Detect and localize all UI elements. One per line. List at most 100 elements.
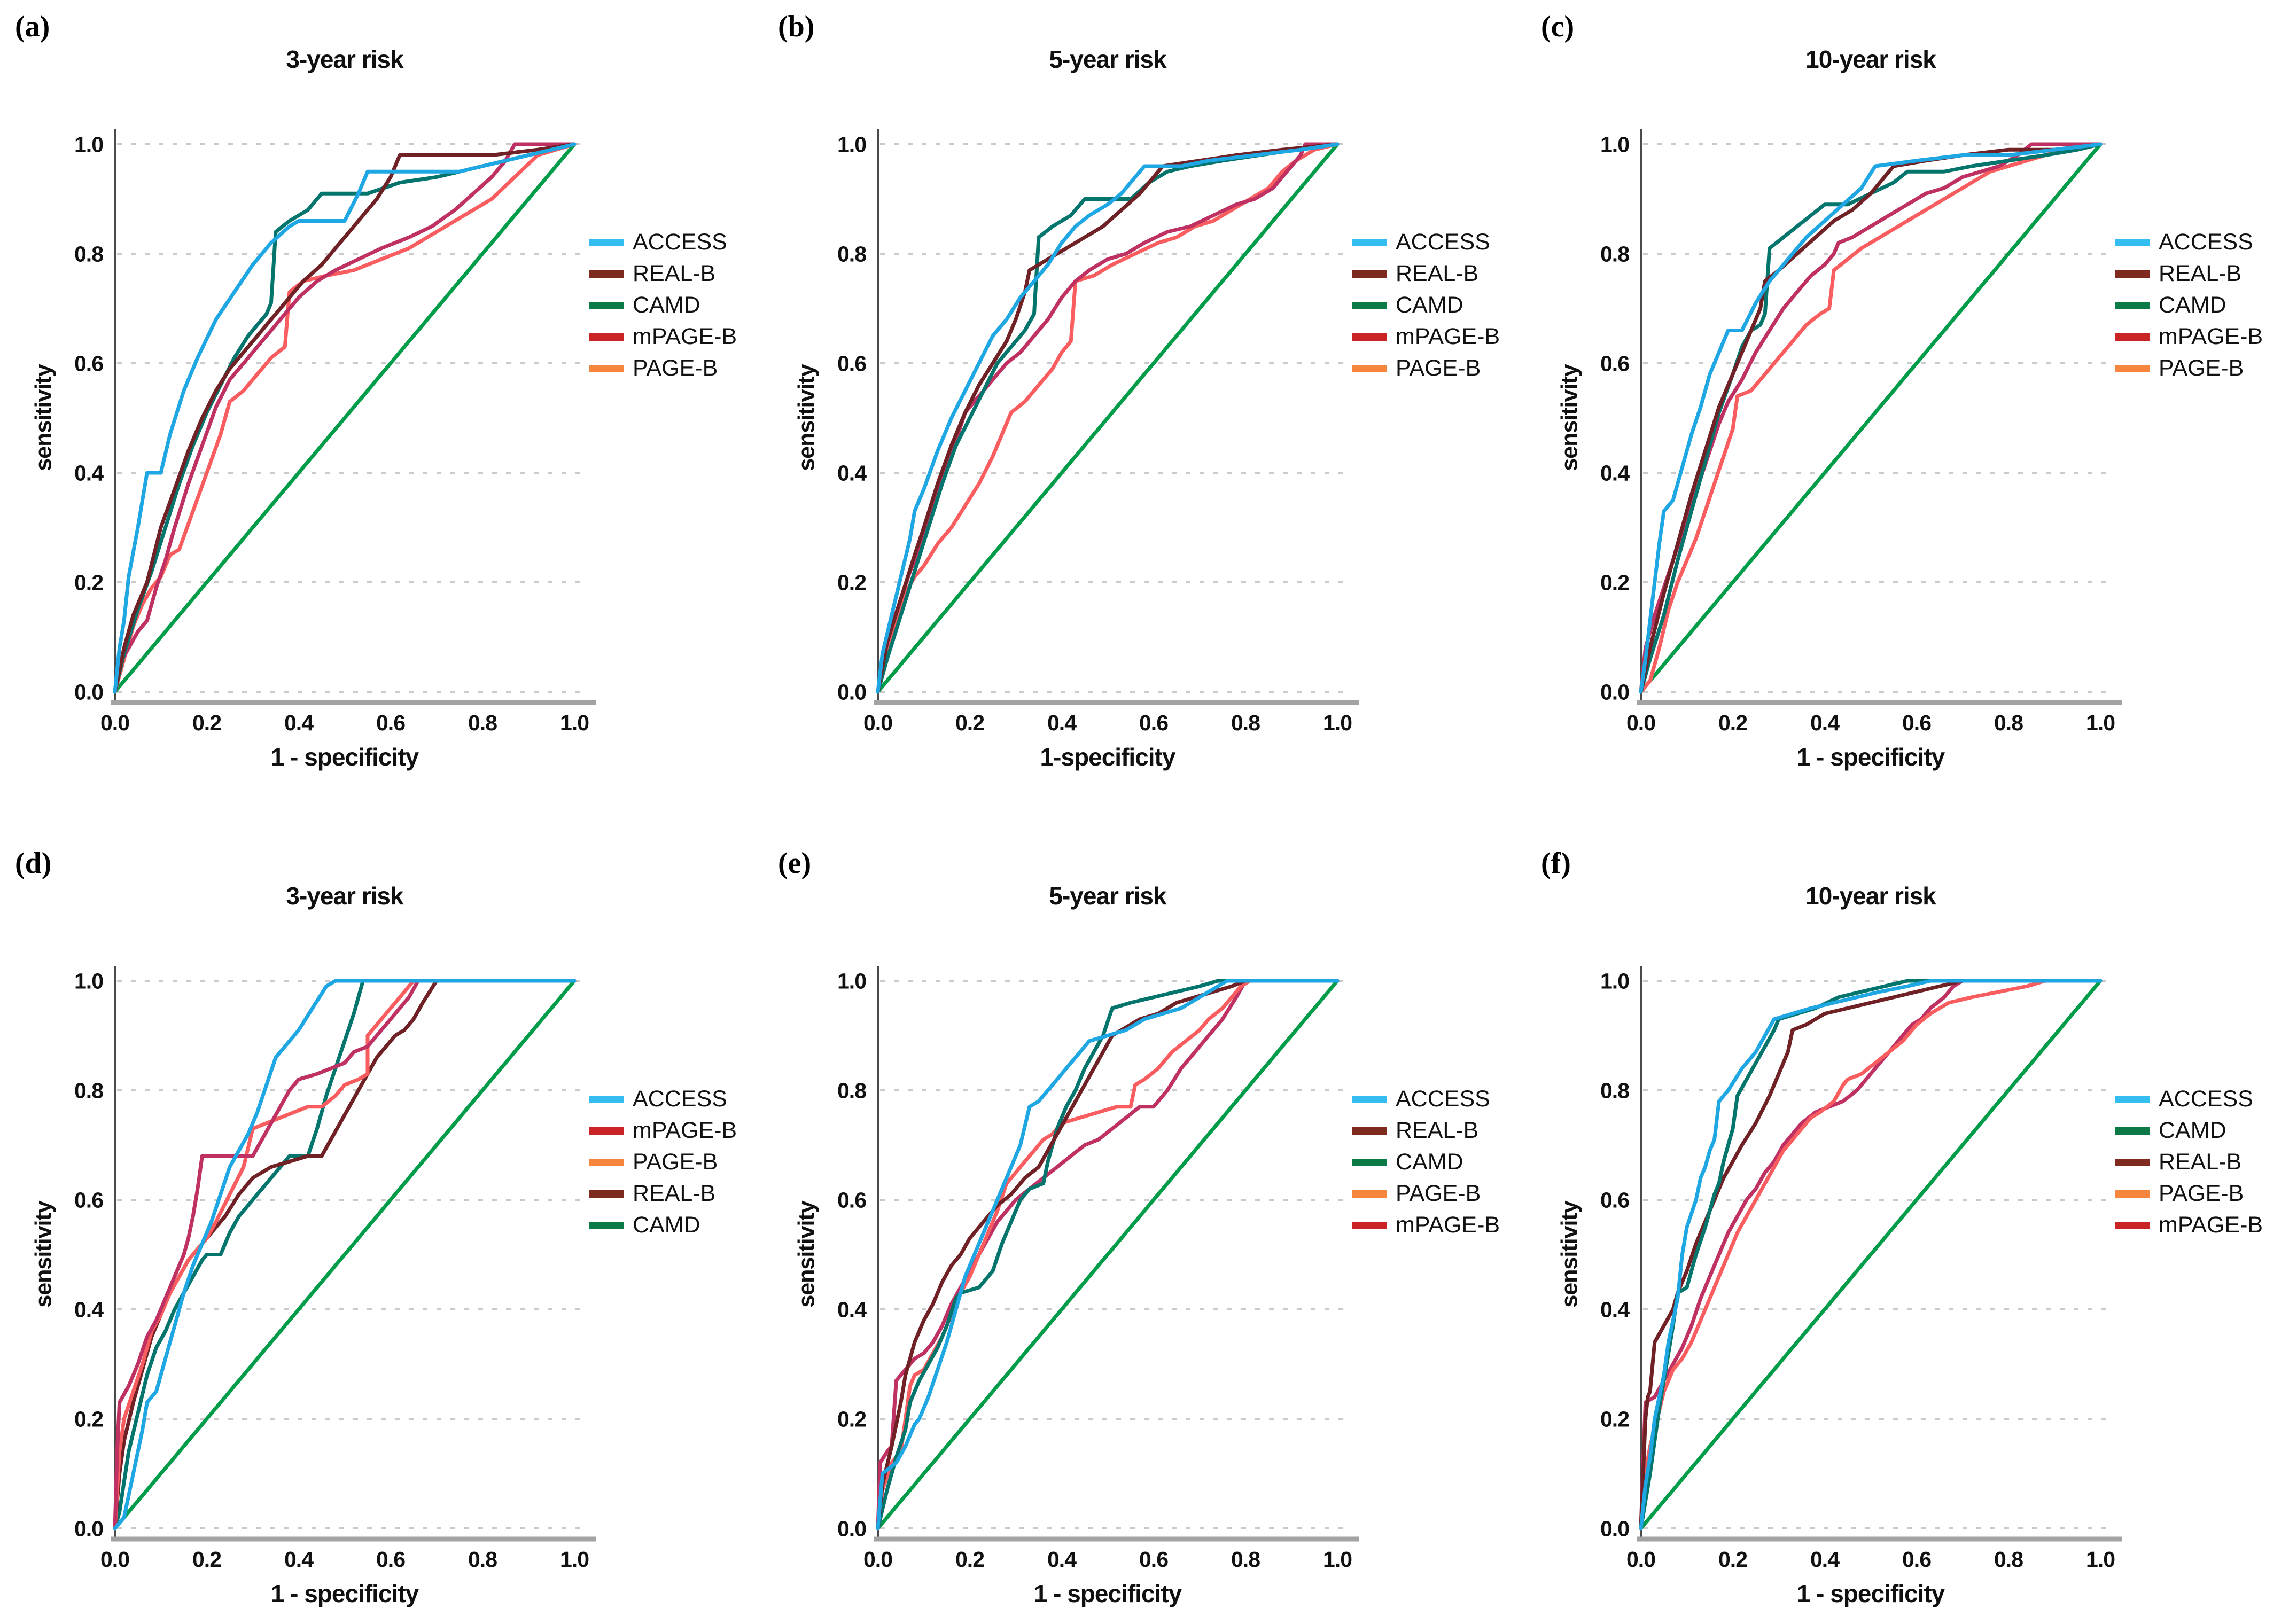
legend-item: REAL-B [589, 1178, 737, 1209]
y-axis-label: sensitivity [1556, 364, 1583, 471]
x-tick-label: 0.4 [1047, 1547, 1077, 1572]
legend-swatch-CAMD [2115, 301, 2150, 309]
legend-swatch-mPAGE-B [2115, 1221, 2150, 1229]
legend-label: REAL-B [633, 1181, 716, 1206]
y-tick-label: 0.0 [837, 1516, 866, 1541]
y-tick-label: 0.0 [1600, 680, 1629, 704]
roc-curve-PAGE-B [1639, 979, 2103, 1531]
legend-swatch-ACCESS [589, 238, 624, 246]
x-tick-label: 0.2 [955, 1547, 984, 1572]
legend-item: REAL-B [1352, 258, 1500, 290]
legend-item: mPAGE-B [2115, 321, 2263, 353]
y-tick-label: 0.4 [1600, 460, 1630, 485]
legend-swatch-REAL-B [1352, 270, 1387, 278]
roc-plot-svg: 0.0 0.2 0.4 0.6 0.8 1.0 0.0 0.2 0.4 0.6 0.8 1.0 [74, 129, 596, 735]
legend-item: ACCESS [2115, 1083, 2263, 1115]
y-tick-label: 0.4 [1600, 1297, 1630, 1322]
legend-item: ACCESS [1352, 1083, 1500, 1115]
legend-label: mPAGE-B [1396, 324, 1500, 349]
legend-swatch-mPAGE-B [1352, 333, 1387, 341]
legend-swatch-CAMD [1352, 301, 1387, 309]
y-tick-label: 0.2 [74, 570, 103, 595]
legend-item: PAGE-B [589, 1146, 737, 1178]
legend-label: REAL-B [2159, 1149, 2242, 1175]
reference-diagonal [113, 143, 576, 693]
reference-diagonal [876, 143, 1339, 693]
legend-label: mPAGE-B [633, 1118, 737, 1143]
roc-curve-CAMD [876, 979, 1340, 1531]
x-tick-label: 0.2 [192, 710, 221, 735]
legend-item: mPAGE-B [589, 1115, 737, 1146]
legend-label: ACCESS [2159, 1086, 2253, 1112]
legend-label: CAMD [633, 1212, 700, 1238]
y-tick-label: 1.0 [74, 132, 103, 157]
legend-swatch-mPAGE-B [2115, 333, 2150, 341]
roc-curve-ACCESS [113, 142, 577, 694]
y-tick-label: 0.4 [837, 460, 867, 485]
x-tick-label: 0.2 [1718, 1547, 1747, 1572]
legend-swatch-ACCESS [589, 1095, 624, 1103]
chart-title: 3-year risk [286, 882, 403, 910]
panel-f: (f) 10-year risk 0.0 0.2 0.4 0.6 0.8 1.0 0.0 0.… [1526, 812, 2289, 1624]
legend-swatch-REAL-B [2115, 270, 2150, 278]
legend-item: CAMD [1352, 1146, 1500, 1178]
x-tick-label: 1.0 [1323, 1547, 1352, 1572]
y-tick-label: 1.0 [837, 132, 866, 157]
y-tick-label: 0.6 [1600, 1188, 1629, 1212]
y-tick-label: 1.0 [1600, 969, 1629, 993]
x-tick-label: 0.0 [1626, 710, 1655, 735]
y-tick-label: 0.8 [1600, 241, 1629, 266]
legend-swatch-REAL-B [589, 270, 624, 278]
legend-swatch-mPAGE-B [589, 1127, 624, 1135]
legend-swatch-PAGE-B [1352, 364, 1387, 372]
reference-diagonal [1639, 143, 2102, 693]
roc-plot: 0.0 0.2 0.4 0.6 0.8 1.0 0.0 0.2 0.4 0.6 0.8 1.0 [1526, 837, 2289, 1624]
legend-item: mPAGE-B [589, 321, 737, 353]
legend-item: REAL-B [2115, 258, 2263, 290]
legend-swatch-CAMD [2115, 1127, 2150, 1135]
legend-label: REAL-B [633, 261, 716, 286]
legend: ACCESS REAL-B CAMD mPAGE-B PAGE-B [2115, 227, 2263, 384]
roc-curve-CAMD [113, 142, 577, 694]
legend-item: CAMD [589, 1209, 737, 1241]
panel-label: (a) [15, 10, 50, 43]
legend-item: ACCESS [589, 227, 737, 258]
x-tick-label: 0.6 [376, 1547, 405, 1572]
roc-curve-ACCESS [876, 979, 1340, 1531]
legend-label: CAMD [2159, 1118, 2226, 1143]
roc-curve-REAL-B [113, 979, 577, 1531]
y-tick-label: 0.0 [74, 680, 103, 704]
y-tick-label: 0.6 [74, 351, 103, 376]
y-tick-label: 0.6 [837, 351, 866, 376]
legend-item: mPAGE-B [2115, 1209, 2263, 1241]
legend: ACCESS mPAGE-B PAGE-B REAL-B CAMD [589, 1083, 737, 1241]
panel-c-inner: (c) 10-year risk 0.0 0.2 0.4 0.6 0.8 1.0 0.0 0.… [1526, 0, 2289, 812]
x-axis-label: 1 - specificity [1033, 1580, 1182, 1607]
reference-diagonal [113, 979, 576, 1530]
y-tick-label: 0.4 [74, 1297, 104, 1322]
panel-e: (e) 5-year risk 0.0 0.2 0.4 0.6 0.8 1.0 0.0 0.2… [763, 812, 1526, 1624]
legend-item: PAGE-B [2115, 1178, 2263, 1209]
legend: ACCESS REAL-B CAMD mPAGE-B PAGE-B [589, 227, 737, 384]
panel-b-inner: (b) 5-year risk 0.0 0.2 0.4 0.6 0.8 1.0 0.0 0.2… [763, 0, 1526, 812]
x-tick-label: 0.8 [468, 1547, 497, 1572]
x-axis-label: 1 - specificity [1796, 1580, 1945, 1607]
legend-label: PAGE-B [633, 355, 718, 381]
x-tick-label: 0.0 [100, 710, 129, 735]
x-tick-label: 0.8 [1231, 710, 1260, 735]
y-tick-label: 1.0 [837, 969, 866, 993]
legend-swatch-PAGE-B [1352, 1190, 1387, 1198]
y-tick-label: 0.2 [74, 1407, 103, 1431]
reference-diagonal [876, 979, 1339, 1530]
legend-label: mPAGE-B [2159, 324, 2263, 349]
panel-d-inner: (d) 3-year risk 0.0 0.2 0.4 0.6 0.8 1.0 0.0 0.2… [0, 837, 763, 1624]
y-tick-label: 0.2 [837, 570, 866, 595]
legend-label: ACCESS [633, 1086, 727, 1112]
roc-curve-ACCESS [1639, 142, 2103, 694]
roc-curve-mPAGE-B [876, 142, 1340, 694]
roc-plot-svg: 0.0 0.2 0.4 0.6 0.8 1.0 0.0 0.2 0.4 0.6 0.8 1.0 [74, 966, 596, 1572]
x-tick-label: 1.0 [560, 710, 589, 735]
roc-curve-CAMD [1639, 142, 2103, 694]
y-tick-label: 0.8 [74, 1078, 103, 1103]
legend-swatch-REAL-B [2115, 1158, 2150, 1166]
